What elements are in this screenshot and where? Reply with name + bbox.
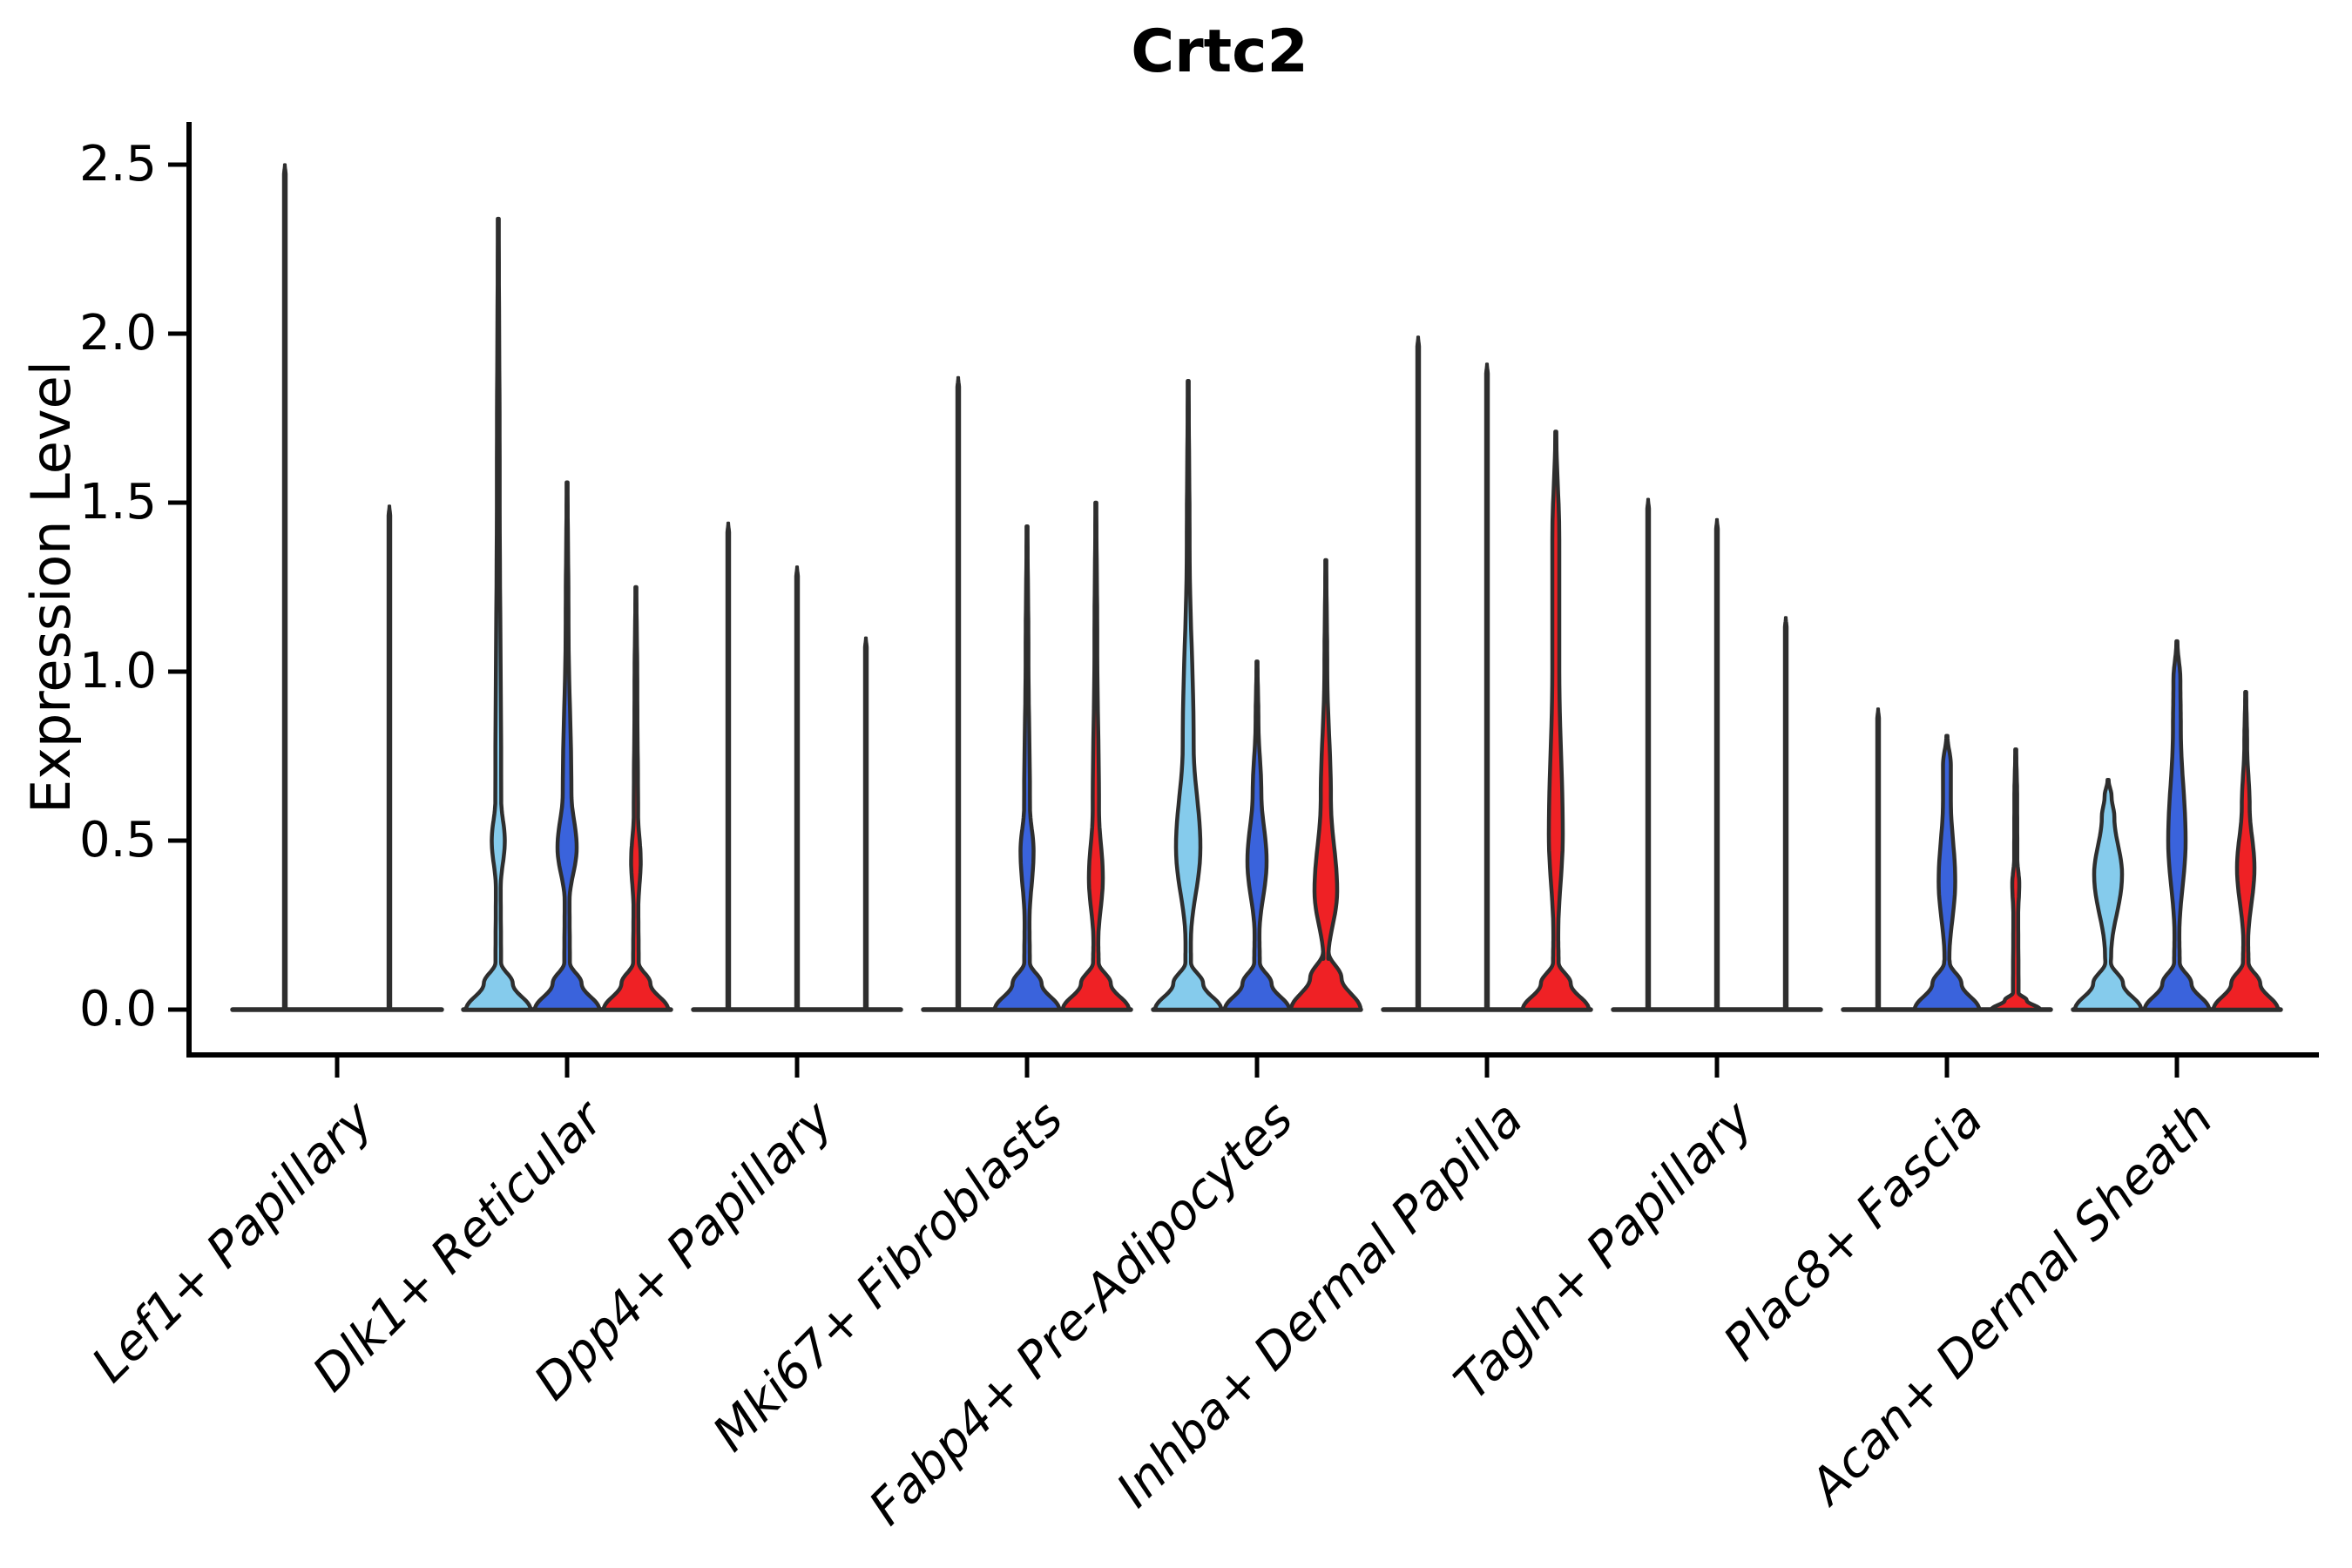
violin-dpp4-papillary-light_blue bbox=[725, 521, 732, 1011]
y-tick-label: 0.0 bbox=[78, 981, 157, 1037]
y-tick-label: 2.0 bbox=[78, 305, 157, 362]
violin-dpp4-papillary-blue bbox=[794, 565, 801, 1011]
violin-dlk1-reticular-light_blue bbox=[463, 216, 533, 1012]
y-tick-label: 2.5 bbox=[78, 136, 157, 193]
violin-fabp4-pre-adipocytes-light_blue bbox=[1152, 379, 1224, 1012]
y-tick-label: 1.0 bbox=[78, 643, 157, 700]
violin-dlk1-reticular-blue bbox=[532, 480, 602, 1012]
violin-mki67-fibroblasts-light_blue bbox=[955, 375, 962, 1011]
violin-acan-dermal-sheath-red bbox=[2211, 690, 2281, 1012]
violin-lef1-papillary-blue bbox=[386, 504, 393, 1011]
violin-plac8-fascia-red bbox=[1989, 747, 2043, 1012]
violin-dpp4-papillary-red bbox=[862, 636, 869, 1011]
violin-fabp4-pre-adipocytes-red bbox=[1288, 558, 1363, 1012]
violin-acan-dermal-sheath-blue bbox=[2142, 639, 2212, 1012]
violin-tagln-papillary-red bbox=[1782, 616, 1789, 1011]
violin-tagln-papillary-light_blue bbox=[1645, 497, 1652, 1011]
violin-mki67-fibroblasts-red bbox=[1060, 500, 1132, 1012]
violin-inhba-dermal-papilla-light_blue bbox=[1415, 335, 1422, 1011]
chart-title: Crtc2 bbox=[1131, 17, 1308, 86]
violin-mki67-fibroblasts-blue bbox=[992, 524, 1062, 1012]
y-tick-label: 0.5 bbox=[78, 812, 157, 868]
violin-tagln-papillary-blue bbox=[1713, 517, 1720, 1011]
violin-inhba-dermal-papilla-blue bbox=[1484, 362, 1490, 1011]
violin-plac8-fascia-blue bbox=[1912, 733, 1982, 1012]
violin-lef1-papillary-light_blue bbox=[281, 163, 288, 1011]
y-tick-label: 1.5 bbox=[78, 474, 157, 531]
violin-acan-dermal-sheath-light_blue bbox=[2072, 777, 2144, 1012]
violin-dlk1-reticular-red bbox=[601, 585, 671, 1012]
violin-inhba-dermal-papilla-red bbox=[1520, 429, 1592, 1012]
violin-fabp4-pre-adipocytes-blue bbox=[1222, 659, 1292, 1012]
violin-plac8-fascia-light_blue bbox=[1875, 707, 1882, 1011]
